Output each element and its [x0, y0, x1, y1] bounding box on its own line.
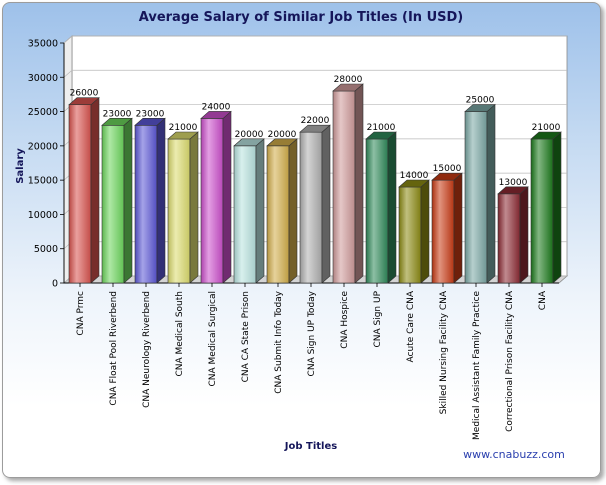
bar-chart: Average Salary of Similar Job Titles (In… — [15, 10, 569, 461]
x-category-label: CNA Medical Surgical — [208, 291, 218, 387]
bar-top — [398, 179, 430, 188]
y-tick-label: 15000 — [28, 176, 58, 187]
bar-top — [200, 111, 232, 119]
bar-top — [68, 97, 100, 106]
bar-front — [101, 124, 125, 284]
y-tick-label: 30000 — [28, 73, 58, 84]
bar-value-label: 21000 — [532, 123, 561, 133]
x-category-label: CNA Float Pool Riverbend — [109, 291, 119, 406]
bar-front — [266, 145, 290, 284]
bar-top — [266, 138, 298, 147]
bar-side — [255, 138, 265, 284]
bar-side — [123, 117, 133, 284]
x-category-label: CNA — [538, 290, 548, 310]
bar-front — [233, 145, 257, 284]
chart-frame: Average Salary of Similar Job Titles (In… — [2, 2, 601, 478]
bar-side — [453, 172, 463, 284]
bar-front — [464, 111, 488, 284]
x-category-label: Acute Care CNA — [406, 290, 416, 362]
bar-front — [134, 124, 158, 284]
y-axis-label: Salary — [15, 148, 26, 184]
bar-front — [497, 193, 521, 284]
bar-top — [530, 131, 562, 140]
bar-front — [332, 90, 356, 284]
bar-side — [420, 179, 430, 284]
x-axis-label: Job Titles — [284, 441, 337, 452]
bar-front — [365, 138, 389, 284]
bar-side — [552, 131, 562, 284]
bar-value-label: 21000 — [367, 123, 396, 133]
bar-front — [299, 131, 323, 284]
y-tick-label: 35000 — [28, 39, 58, 50]
bar-value-label: 25000 — [466, 96, 495, 106]
bar-front — [431, 179, 455, 284]
bar-value-label: 13000 — [499, 178, 528, 188]
bar-side — [222, 110, 232, 284]
bar-side — [156, 117, 166, 284]
gridline — [63, 35, 567, 44]
bar-value-label: 28000 — [334, 75, 363, 85]
x-category-label: CNA Sign UP — [373, 290, 383, 347]
bar-top — [431, 172, 463, 181]
bar-top — [332, 83, 364, 92]
bar-value-label: 22000 — [301, 116, 330, 126]
bar-side — [354, 83, 364, 284]
bar-top — [365, 131, 397, 140]
bar-side — [387, 131, 397, 284]
bar-side — [90, 97, 100, 284]
x-category-label: CNA Sign UP Today — [307, 290, 317, 376]
bar-value-label: 20000 — [235, 130, 264, 140]
bar-top — [299, 124, 331, 133]
x-category-label: Correctional Prison Facility CNA — [505, 290, 515, 432]
x-category-label: Medical Assistant Family Practice — [472, 291, 482, 440]
x-category-label: CNA Prmc — [76, 291, 86, 336]
bar-top — [167, 131, 199, 140]
bar-front — [398, 186, 422, 284]
bar-side — [288, 138, 298, 284]
y-tick-label: 20000 — [28, 141, 58, 152]
y-tick-label: 10000 — [28, 210, 58, 221]
bar-front — [68, 104, 92, 284]
bar-top — [101, 117, 133, 126]
bar-side — [486, 103, 496, 284]
y-tick-label: 0 — [52, 279, 58, 290]
bar-value-label: 14000 — [400, 171, 429, 181]
x-category-label: Skilled Nursing Facility CNA — [439, 290, 449, 414]
gridline — [63, 69, 567, 78]
bar-top — [464, 104, 496, 112]
y-tick-label: 25000 — [28, 107, 58, 118]
chart-title: Average Salary of Similar Job Titles (In… — [139, 10, 463, 25]
bar-top — [233, 138, 265, 147]
watermark-text: www.cnabuzz.com — [463, 448, 565, 461]
x-category-label: CNA Neurology Riverbend — [142, 291, 152, 408]
bar-value-label: 20000 — [268, 130, 297, 140]
bar-front — [530, 138, 554, 284]
bar-value-label: 15000 — [433, 164, 462, 174]
y-tick-label: 5000 — [34, 244, 58, 255]
bar-value-label: 24000 — [202, 102, 231, 112]
bar-top — [497, 186, 529, 195]
bar-value-label: 21000 — [169, 123, 198, 133]
bar-front — [200, 118, 224, 284]
bar-side — [321, 124, 331, 284]
bar-side — [189, 131, 199, 284]
x-category-label: CNA CA State Prison — [241, 291, 251, 382]
bar-value-label: 26000 — [70, 89, 99, 99]
bar-value-label: 23000 — [103, 109, 132, 119]
bar-value-label: 23000 — [136, 109, 165, 119]
x-category-label: CNA Medical South — [175, 291, 185, 377]
x-category-label: CNA Submit Info Today — [274, 290, 284, 393]
bar-top — [134, 117, 166, 126]
x-category-label: CNA Hospice — [340, 291, 350, 349]
bar-side — [519, 186, 529, 284]
bar-front — [167, 138, 191, 284]
